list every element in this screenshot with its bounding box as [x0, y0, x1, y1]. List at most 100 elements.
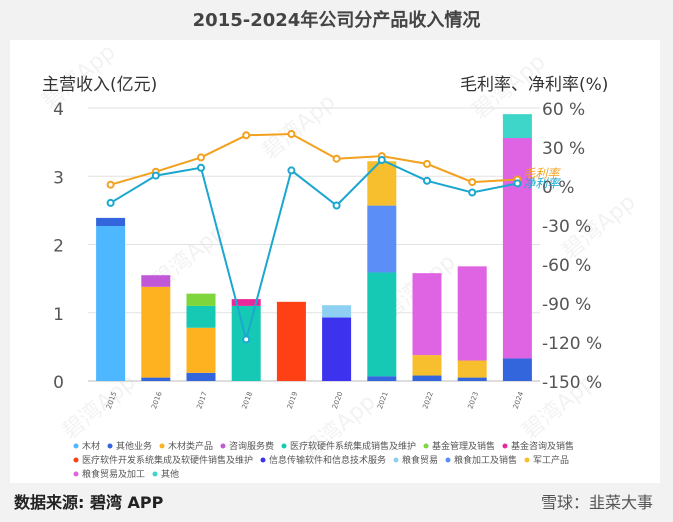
- bar-2016-1: [141, 377, 171, 381]
- bar-2018-6: [231, 299, 261, 306]
- bar-2023-12: [457, 266, 487, 361]
- stacked-bars: [96, 114, 532, 381]
- line-0-point-2023: [468, 178, 477, 187]
- legend-marker-0-2: [159, 443, 165, 449]
- bar-2017-2: [186, 327, 216, 373]
- legend-marker-1-1: [260, 457, 266, 463]
- bar-2022-12: [412, 273, 442, 356]
- x-tick-2017: 2017: [195, 391, 209, 410]
- bar-2022-11: [412, 355, 442, 376]
- brand-watermark: 雪球：韭菜大事: [540, 493, 653, 512]
- bar-2020-9: [322, 305, 352, 318]
- x-tick-2022: 2022: [421, 391, 435, 410]
- bar-2024-12: [502, 138, 532, 359]
- line-1: [110, 158, 518, 344]
- y-left-tick-3: 3: [53, 168, 64, 188]
- y-left-tick-0: 0: [53, 373, 64, 393]
- x-tick-2019: 2019: [286, 391, 300, 410]
- bar-2017-4: [186, 305, 216, 328]
- bar-2021-11: [367, 161, 397, 206]
- y-left-tick-1: 1: [53, 305, 64, 325]
- bar-2016-3: [141, 275, 171, 287]
- legend-marker-1-4: [524, 457, 530, 463]
- legend-marker-0-6: [502, 443, 508, 449]
- legend-label-0-0: 木材: [82, 440, 100, 452]
- x-tick-2023: 2023: [467, 391, 481, 410]
- line-end-label-0: 毛利率: [523, 167, 561, 181]
- bar-2015-0: [96, 226, 126, 381]
- bar-2015-1: [96, 217, 126, 227]
- line-1-point-2015: [106, 198, 115, 207]
- legend-marker-0-3: [220, 443, 226, 449]
- line-1-point-2022: [423, 176, 431, 185]
- bar-2024-13: [502, 114, 532, 139]
- line-0-point-2015: [106, 180, 115, 189]
- legend-marker-1-0: [73, 457, 79, 463]
- bar-2024-1: [502, 358, 532, 381]
- legend: 木材 其他业务 木材类产品 咨询服务费 医疗软硬件系统集成销售及维护 基金管理及销售 基金咨…: [73, 440, 574, 480]
- line-1-point-2017: [197, 163, 205, 172]
- y-right-tick-4: -60 %: [542, 256, 591, 276]
- legend-label-0-4: 医疗软硬件系统集成销售及维护: [290, 440, 416, 452]
- bar-2017-5: [186, 293, 216, 306]
- y-right-tick-7: -150 %: [542, 373, 602, 393]
- bar-2021-1: [367, 376, 397, 381]
- legend-label-0-6: 基金咨询及销售: [511, 440, 574, 452]
- x-tick-2024: 2024: [512, 390, 526, 410]
- line-0-point-2017: [197, 153, 205, 162]
- legend-label-1-3: 粮食加工及销售: [454, 454, 517, 466]
- legend-marker-2-0: [73, 471, 79, 477]
- y-right-tick-0: 60 %: [542, 100, 585, 120]
- y-right-tick-1: 30 %: [542, 139, 585, 159]
- x-tick-2016: 2016: [150, 390, 164, 410]
- legend-label-2-1: 其他: [161, 468, 179, 480]
- line-1-point-2019: [287, 166, 296, 175]
- line-1-point-2020: [332, 201, 341, 210]
- chart-title: 2015-2024年公司分产品收入情况: [192, 10, 481, 31]
- chart-panel: 碧湾App 碧湾App 碧湾App 碧湾App 碧湾App 碧湾App 碧湾App 碧湾App…: [10, 40, 660, 483]
- legend-marker-0-1: [107, 443, 113, 449]
- line-end-label-1: 净利率: [523, 176, 561, 190]
- data-source: 数据来源: 碧湾 APP: [14, 493, 164, 512]
- line-1-point-2018: [242, 335, 251, 344]
- y-axis-left-label: 主营收入(亿元): [42, 75, 157, 95]
- y-axis-right-label: 毛利率、净利率(%): [460, 75, 608, 95]
- line-1-point-2024: [513, 179, 522, 188]
- legend-label-1-2: 粮食贸易: [402, 454, 438, 466]
- line-1-point-2021: [377, 156, 386, 164]
- bar-2020-8: [322, 317, 352, 381]
- legend-label-1-1: 信息传输软件和信息技术服务: [269, 454, 386, 466]
- x-tick-2018: 2018: [241, 391, 255, 410]
- legend-marker-0-0: [73, 443, 79, 449]
- y-right-tick-2: 0 %: [542, 178, 574, 198]
- x-tick-2021: 2021: [376, 391, 390, 410]
- line-0-point-2020: [332, 154, 341, 163]
- legend-label-1-4: 军工产品: [533, 454, 569, 466]
- bar-2022-1: [412, 375, 442, 381]
- y-right-tick-3: -30 %: [542, 217, 591, 237]
- legend-label-1-0: 医疗软件开发系统集成及软硬件销售及维护: [82, 454, 253, 466]
- bar-2016-2: [141, 286, 171, 378]
- bar-2019-7: [276, 301, 306, 381]
- line-0-point-2022: [423, 159, 431, 168]
- line-1-point-2016: [151, 171, 160, 180]
- legend-label-0-1: 其他业务: [116, 440, 152, 452]
- bar-2018-4: [231, 305, 261, 381]
- y-left-tick-2: 2: [53, 237, 64, 257]
- line-0-point-2018: [242, 131, 251, 140]
- bar-2023-1: [457, 377, 487, 381]
- legend-label-0-2: 木材类产品: [168, 440, 213, 452]
- legend-label-0-3: 咨询服务费: [229, 440, 274, 452]
- legend-marker-0-5: [423, 443, 429, 449]
- y-axis-left-ticks: 0 1 2 3 4: [53, 100, 64, 393]
- bar-2023-11: [457, 360, 487, 378]
- legend-marker-0-4: [281, 443, 287, 449]
- line-0: [110, 132, 518, 186]
- legend-label-0-5: 基金管理及销售: [432, 440, 495, 452]
- y-right-tick-5: -90 %: [542, 295, 591, 315]
- bar-2021-4: [367, 272, 397, 377]
- x-axis-ticks: 2015 2016 2017 2018 2019 2020 2021 2022 2023 2024: [105, 390, 526, 410]
- y-left-tick-4: 4: [53, 100, 64, 120]
